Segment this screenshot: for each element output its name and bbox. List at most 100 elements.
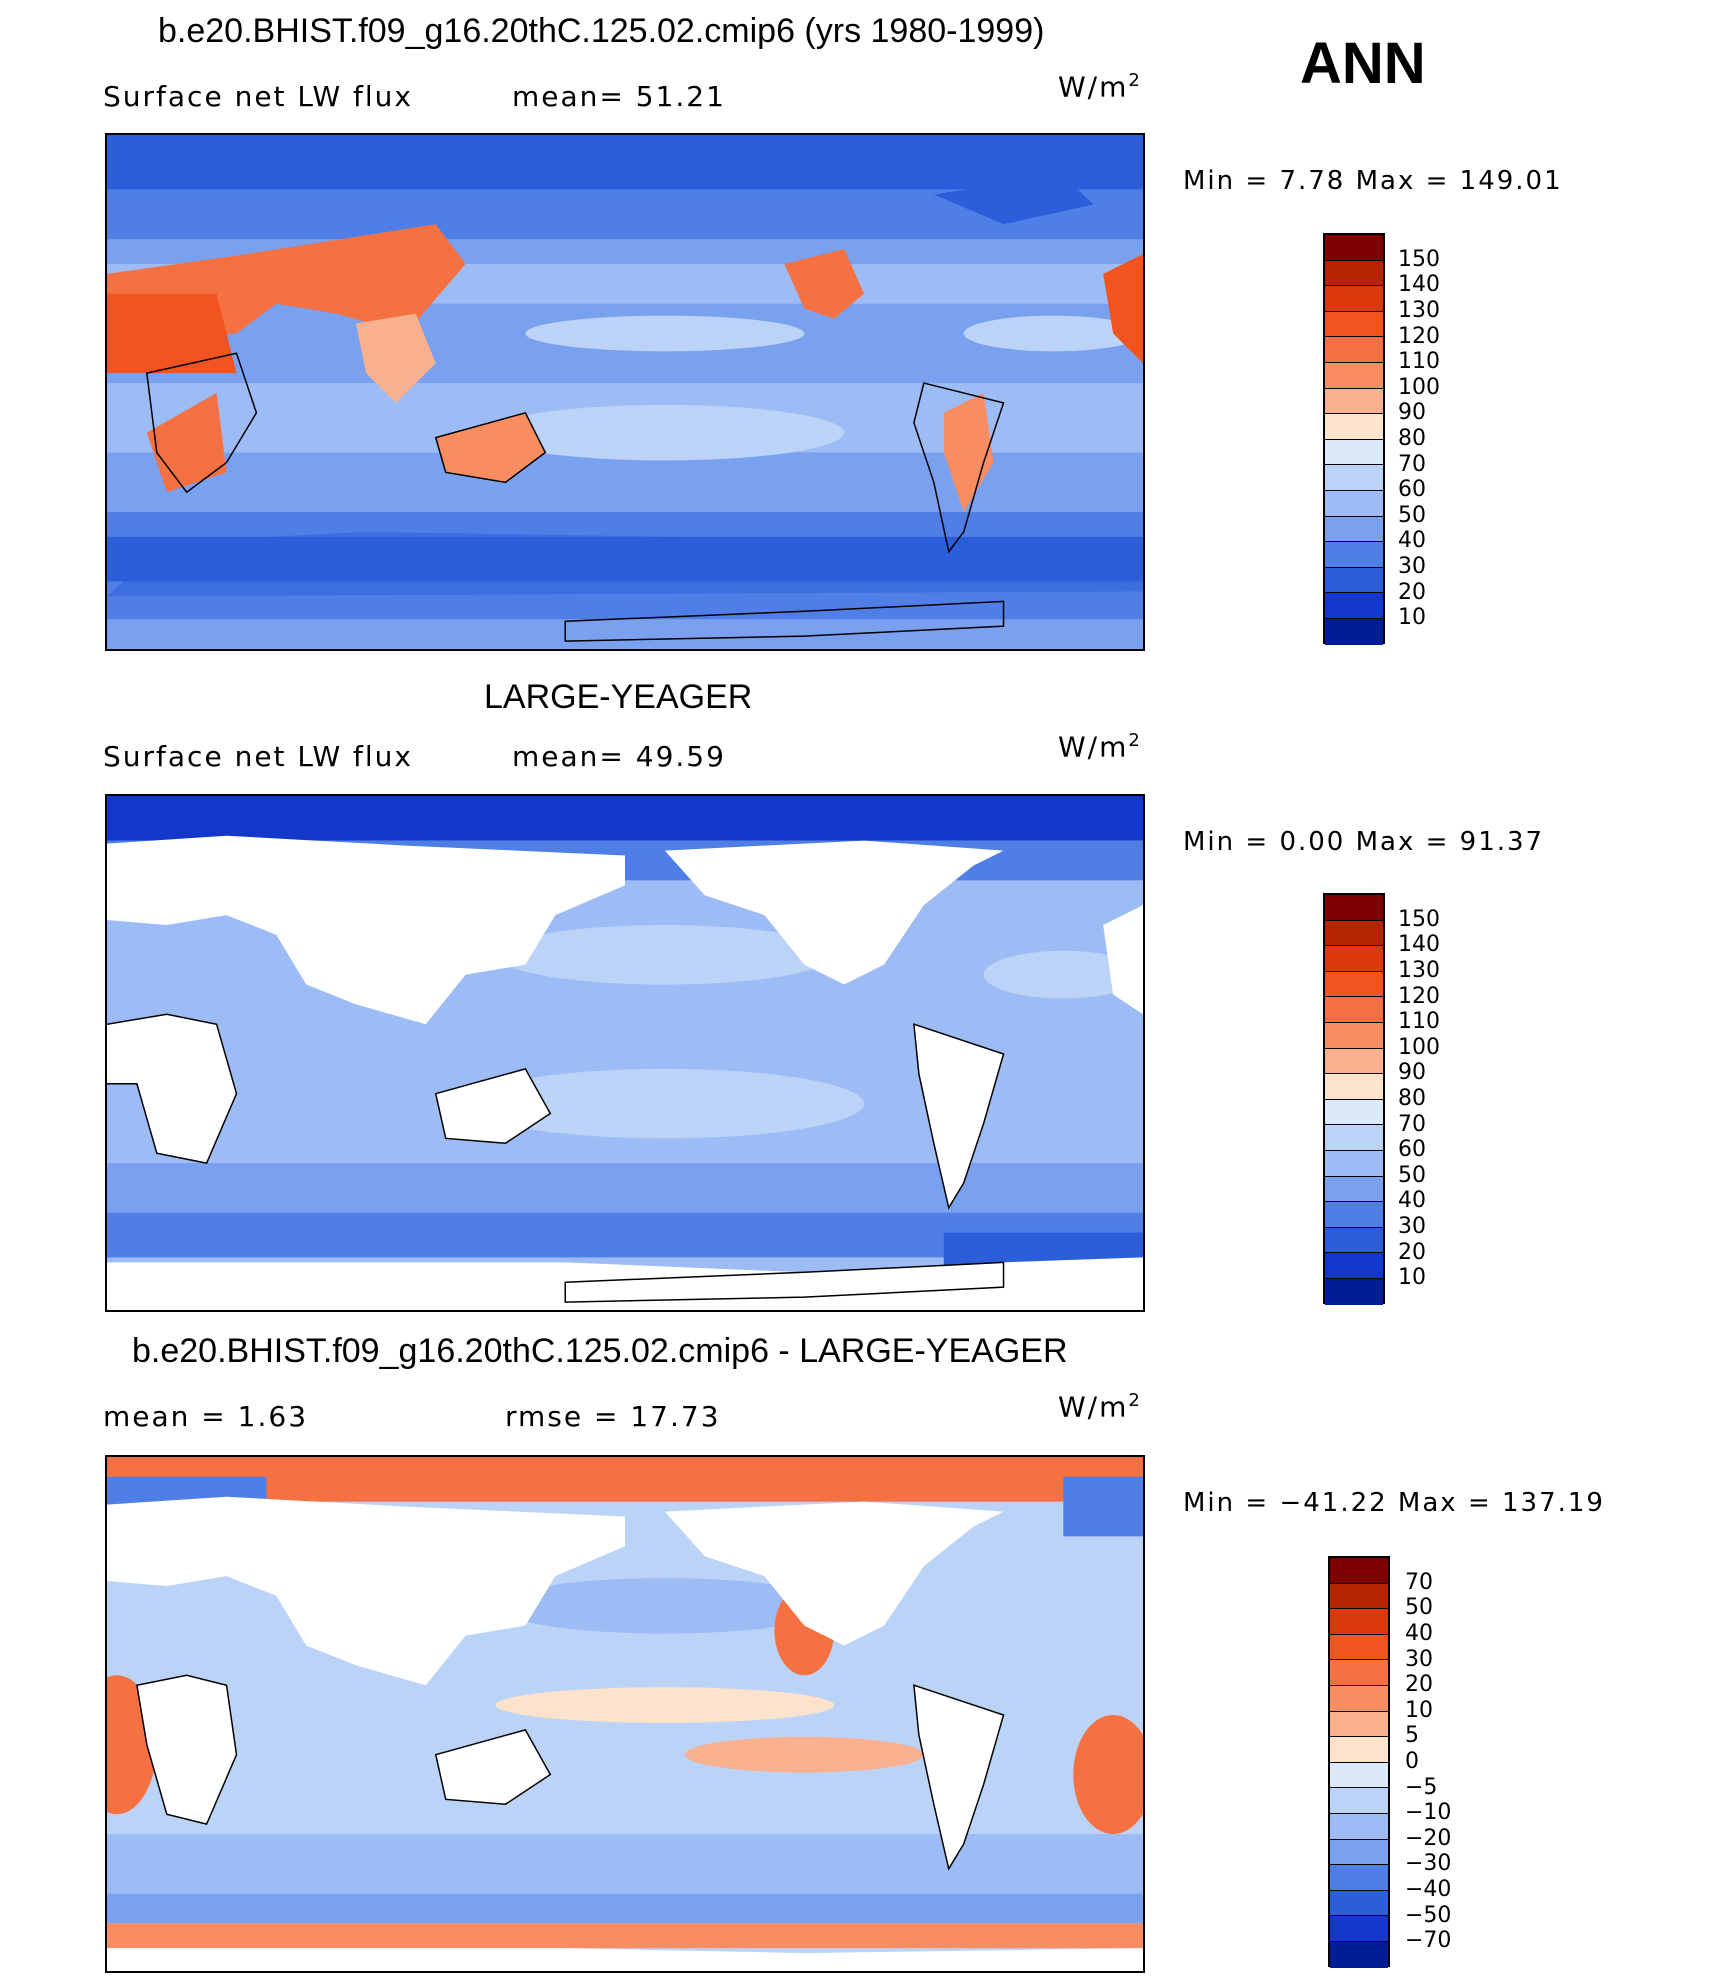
colorbar-swatch xyxy=(1325,1253,1383,1279)
colorbar-swatch xyxy=(1325,337,1383,363)
colorbar-swatch xyxy=(1325,593,1383,619)
colorbar-swatch xyxy=(1330,1685,1388,1712)
colorbar-tick-label: 10 xyxy=(1398,605,1426,630)
colorbar-tick-label: 30 xyxy=(1398,1214,1426,1239)
colorbar-tick-label: 140 xyxy=(1398,272,1440,297)
colorbar-tick-label: 70 xyxy=(1398,1112,1426,1137)
colorbar-tick-label: 70 xyxy=(1405,1570,1433,1595)
colorbar-swatch xyxy=(1325,1176,1383,1203)
panel-3-mean: mean = 1.63 xyxy=(103,1400,309,1433)
colorbar-tick-label: −10 xyxy=(1405,1800,1452,1825)
colorbar-swatch xyxy=(1325,439,1383,466)
colorbar-swatch xyxy=(1325,414,1383,440)
colorbar-tick-label: 60 xyxy=(1398,1137,1426,1162)
colorbar-tick-label: 150 xyxy=(1398,247,1440,272)
colorbar-swatch xyxy=(1330,1788,1388,1814)
colorbar-tick-label: 90 xyxy=(1398,400,1426,425)
colorbar-tick-label: −70 xyxy=(1405,1928,1452,1953)
panel-3-minmax: Min = −41.22 Max = 137.19 xyxy=(1183,1488,1605,1518)
panel-3-units: W/m2 xyxy=(1058,1390,1140,1424)
colorbar-swatch xyxy=(1330,1890,1388,1917)
colorbar-swatch xyxy=(1325,997,1383,1023)
panel-3-rmse: rmse = 17.73 xyxy=(505,1400,721,1433)
colorbar-tick-label: 70 xyxy=(1398,452,1426,477)
panel-1-variable: Surface net LW flux xyxy=(103,80,413,113)
colorbar-swatch xyxy=(1325,490,1383,517)
colorbar-tick-label: 40 xyxy=(1405,1621,1433,1646)
panel-1-minmax: Min = 7.78 Max = 149.01 xyxy=(1183,166,1563,196)
colorbar-tick-label: 40 xyxy=(1398,1188,1426,1213)
season-label: ANN xyxy=(1300,31,1426,96)
colorbar-tick-label: −40 xyxy=(1405,1877,1452,1902)
colorbar-tick-label: 10 xyxy=(1405,1698,1433,1723)
colorbar-swatch xyxy=(1325,1099,1383,1126)
panel-2-mean: mean= 49.59 xyxy=(512,740,726,773)
panel-2-variable: Surface net LW flux xyxy=(103,740,413,773)
colorbar-swatch xyxy=(1325,946,1383,972)
colorbar-swatch xyxy=(1330,1865,1388,1891)
panel-2-title: LARGE-YEAGER xyxy=(484,678,753,716)
colorbar-tick-label: 0 xyxy=(1405,1749,1419,1774)
colorbar-swatch xyxy=(1325,1202,1383,1228)
panel-1-units: W/m2 xyxy=(1058,70,1140,104)
colorbar-swatch xyxy=(1330,1711,1388,1738)
colorbar-tick-label: −20 xyxy=(1405,1826,1452,1851)
colorbar-swatch xyxy=(1325,1150,1383,1177)
colorbar-swatch xyxy=(1330,1583,1388,1610)
colorbar-tick-label: 80 xyxy=(1398,426,1426,451)
colorbar-swatch xyxy=(1325,542,1383,568)
panel-1-colorbar xyxy=(1323,233,1385,645)
colorbar-swatch xyxy=(1325,516,1383,543)
colorbar-tick-label: 10 xyxy=(1398,1265,1426,1290)
panel-2-map xyxy=(105,794,1145,1312)
colorbar-swatch xyxy=(1330,1737,1388,1763)
colorbar-tick-label: −30 xyxy=(1405,1851,1452,1876)
panel-2-colorbar xyxy=(1323,893,1385,1305)
panel-2-units: W/m2 xyxy=(1058,730,1140,764)
colorbar-swatch xyxy=(1330,1839,1388,1866)
colorbar-swatch xyxy=(1325,1022,1383,1049)
colorbar-tick-label: 20 xyxy=(1405,1672,1433,1697)
colorbar-tick-label: 100 xyxy=(1398,375,1440,400)
colorbar-tick-label: 130 xyxy=(1398,298,1440,323)
colorbar-swatch xyxy=(1325,311,1383,338)
colorbar-tick-label: 90 xyxy=(1398,1060,1426,1085)
panel-2-minmax: Min = 0.00 Max = 91.37 xyxy=(1183,827,1545,857)
colorbar-tick-label: −5 xyxy=(1405,1775,1438,1800)
colorbar-tick-label: 80 xyxy=(1398,1086,1426,1111)
colorbar-swatch xyxy=(1325,362,1383,389)
colorbar-swatch xyxy=(1325,1074,1383,1100)
colorbar-tick-label: 50 xyxy=(1398,1163,1426,1188)
colorbar-tick-label: 100 xyxy=(1398,1035,1440,1060)
colorbar-swatch xyxy=(1330,1762,1388,1789)
colorbar-tick-label: 120 xyxy=(1398,984,1440,1009)
colorbar-swatch xyxy=(1325,618,1383,645)
colorbar-swatch xyxy=(1330,1660,1388,1686)
colorbar-tick-label: 50 xyxy=(1398,503,1426,528)
colorbar-tick-label: 30 xyxy=(1405,1647,1433,1672)
panel-1-title: b.e20.BHIST.f09_g16.20thC.125.02.cmip6 (… xyxy=(158,12,1045,50)
colorbar-swatch xyxy=(1325,567,1383,594)
colorbar-tick-label: −50 xyxy=(1405,1903,1452,1928)
colorbar-tick-label: 60 xyxy=(1398,477,1426,502)
panel-1-map xyxy=(105,133,1145,651)
colorbar-tick-label: 5 xyxy=(1405,1723,1419,1748)
colorbar-swatch xyxy=(1325,971,1383,998)
colorbar-tick-label: 50 xyxy=(1405,1595,1433,1620)
colorbar-swatch xyxy=(1330,1813,1388,1840)
colorbar-swatch xyxy=(1325,260,1383,287)
colorbar-swatch xyxy=(1325,920,1383,947)
colorbar-swatch xyxy=(1325,388,1383,415)
colorbar-swatch xyxy=(1330,1609,1388,1635)
colorbar-swatch xyxy=(1325,286,1383,312)
colorbar-swatch xyxy=(1325,1278,1383,1305)
colorbar-swatch xyxy=(1330,1558,1388,1584)
colorbar-tick-label: 110 xyxy=(1398,349,1440,374)
panel-1-mean: mean= 51.21 xyxy=(512,80,726,113)
colorbar-tick-label: 120 xyxy=(1398,324,1440,349)
colorbar-tick-label: 40 xyxy=(1398,528,1426,553)
colorbar-swatch xyxy=(1325,235,1383,261)
colorbar-tick-label: 130 xyxy=(1398,958,1440,983)
colorbar-swatch xyxy=(1325,1048,1383,1075)
colorbar-swatch xyxy=(1325,465,1383,491)
